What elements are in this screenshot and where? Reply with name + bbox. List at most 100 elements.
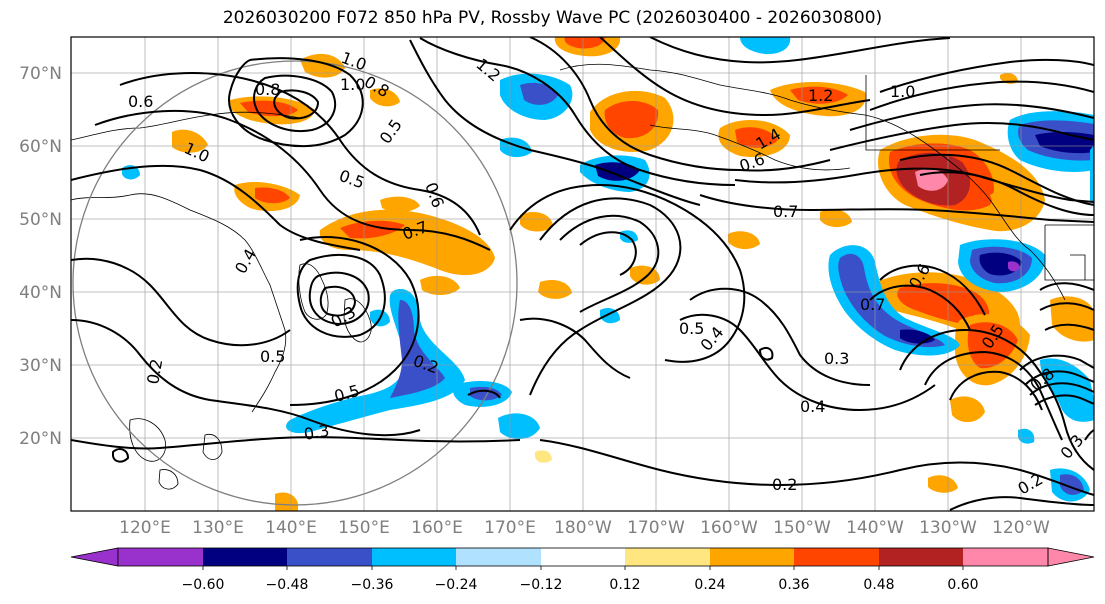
colorbar-segment (879, 548, 963, 566)
colorbar-segment (625, 548, 710, 566)
contour-label: 0.3 (824, 349, 849, 368)
colorbar-tick-label: −0.48 (266, 577, 309, 593)
colorbar-segment (710, 548, 794, 566)
lon-label: 120°E (119, 518, 171, 538)
lat-label: 20°N (19, 429, 62, 449)
lon-label: 180°W (554, 518, 612, 538)
anomaly-positive (538, 280, 572, 299)
anomaly-positive (255, 187, 290, 204)
anomaly-positive (172, 129, 208, 153)
anomaly-positive (420, 275, 460, 295)
lon-label: 140°E (265, 518, 317, 538)
contour-label: 0.7 (773, 202, 798, 221)
anomaly-negative (740, 37, 791, 55)
contour-label: 0.5 (260, 347, 285, 366)
colorbar-tick-label: −0.24 (435, 577, 478, 593)
anomaly-positive (950, 396, 985, 423)
anomaly-positive (535, 450, 552, 463)
contour-label: 0.4 (800, 397, 825, 416)
lat-label: 60°N (19, 137, 62, 157)
colorbar-tick-label: −0.60 (182, 577, 225, 593)
colorbar-tick-label: 0.12 (609, 577, 640, 593)
contour-label: 0.2 (772, 475, 797, 494)
colorbar-tick-label: 0.48 (863, 577, 894, 593)
anomaly-positive (897, 283, 990, 326)
map-frame (70, 36, 1095, 512)
anomaly-positive (1050, 296, 1094, 342)
anomaly-negative (595, 162, 640, 181)
lat-label: 40°N (19, 283, 62, 303)
colorbar-tick-label: 0.36 (778, 577, 809, 593)
colorbar-segment (456, 548, 541, 566)
contour-label: 0.3 (302, 421, 330, 444)
lat-label: 50°N (19, 210, 62, 230)
lon-label: 120°W (992, 518, 1050, 538)
colorbar-segment (118, 548, 203, 566)
anomaly-positive (340, 220, 405, 239)
contour-label: 0.2 (143, 357, 166, 385)
anomaly-positive (520, 212, 553, 232)
anomaly-negative (1008, 261, 1020, 272)
colorbar-segment (963, 548, 1048, 566)
colorbar-segment (203, 548, 287, 566)
colorbar-tick-label: −0.36 (351, 577, 394, 593)
colorbar-tick-label: 0.60 (947, 577, 978, 593)
lon-label: 170°W (627, 518, 685, 538)
colorbar-extend-left (70, 547, 119, 567)
anomaly-positive (604, 101, 659, 139)
contour-label: 0.7 (860, 295, 885, 314)
anomaly-positive (370, 88, 400, 107)
lon-label: 160°W (700, 518, 758, 538)
lon-label: 130°E (192, 518, 244, 538)
anomaly-positive (275, 492, 298, 511)
chart-title: 2026030200 F072 850 hPa PV, Rossby Wave … (222, 8, 883, 28)
lon-label: 150°E (338, 518, 390, 538)
anomaly-negative (390, 300, 445, 398)
lon-label: 170°E (484, 518, 536, 538)
reference-circle (72, 60, 518, 506)
lon-label: 130°W (919, 518, 977, 538)
anomaly-positive (928, 475, 958, 493)
lon-label: 160°E (411, 518, 463, 538)
colorbar-ticks (202, 566, 964, 570)
anomaly-negative (286, 289, 465, 434)
lon-label: 140°W (846, 518, 904, 538)
colorbar: −0.60 −0.48 −0.36 −0.24 −0.12 0.12 0.24 … (70, 547, 1095, 593)
anomaly-negative (520, 82, 558, 105)
latitude-labels: 70°N 60°N 50°N 40°N 30°N 20°N (19, 64, 62, 449)
lat-label: 70°N (19, 64, 62, 84)
colorbar-segment (794, 548, 879, 566)
anomaly-positive (380, 196, 420, 213)
colorbar-segment (287, 548, 372, 566)
colorbar-frame (117, 547, 1049, 567)
anomaly-negative (1090, 145, 1094, 205)
lon-label: 150°W (773, 518, 831, 538)
colorbar-extend-right (1047, 547, 1095, 567)
pv-contours (71, 37, 1094, 511)
contour-label: 0.5 (679, 319, 704, 338)
colorbar-segment (541, 548, 625, 566)
anomaly-negative (498, 413, 540, 440)
longitude-labels: 120°E 130°E 140°E 150°E 160°E 170°E 180°… (119, 518, 1050, 538)
colorbar-tick-label: 0.24 (694, 577, 725, 593)
anomaly-positive (735, 127, 778, 148)
contour-label: 0.8 (255, 80, 280, 99)
anomaly-positive (728, 231, 760, 250)
contour-label: 1.0 (890, 82, 915, 101)
anomaly-positive (790, 86, 848, 104)
contour-label: 1.0 (340, 75, 365, 94)
lat-label: 30°N (19, 356, 62, 376)
anomaly-negative (1040, 358, 1094, 422)
shaded-anomalies (122, 37, 1094, 511)
anomaly-negative (838, 253, 945, 348)
colorbar-tick-label: −0.12 (520, 577, 563, 593)
contour-label: 0.6 (128, 92, 153, 111)
contour-label: 1.2 (808, 86, 833, 105)
anomaly-positive (564, 37, 605, 49)
anomaly-positive (820, 209, 852, 228)
colorbar-segment (372, 548, 456, 566)
anomaly-negative (1018, 428, 1035, 444)
map-area: 1.0 0.8 0.6 1.2 1.0 0.8 1.0 0.5 0.6 0.5 … (71, 37, 1094, 511)
coastlines (71, 63, 1094, 490)
